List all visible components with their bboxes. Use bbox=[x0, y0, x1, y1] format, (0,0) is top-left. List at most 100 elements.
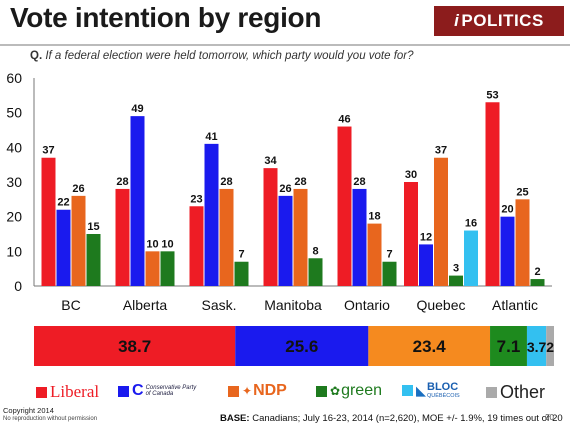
copyright-text: Copyright 2014 bbox=[3, 406, 54, 415]
bar bbox=[485, 102, 500, 286]
y-tick-label: 50 bbox=[6, 105, 22, 121]
legend-item-green: ✿ green bbox=[316, 382, 382, 400]
bar bbox=[464, 230, 478, 286]
bar bbox=[160, 251, 175, 286]
y-tick-label: 60 bbox=[6, 70, 22, 86]
bar bbox=[130, 116, 145, 286]
copyright-note: Copyright 2014 No reproduction without p… bbox=[3, 406, 97, 424]
logo-text: POLITICS bbox=[461, 11, 544, 30]
title-divider bbox=[0, 44, 570, 46]
bar-value-label: 28 bbox=[294, 176, 306, 188]
base-label: BASE: bbox=[220, 413, 250, 424]
bloc-logo-icon: ◣ bbox=[416, 382, 426, 398]
stack-segment bbox=[546, 326, 554, 366]
bar-value-label: 26 bbox=[72, 183, 84, 195]
page-number: 20 bbox=[545, 413, 554, 422]
bar-value-label: 25 bbox=[516, 186, 528, 198]
bar bbox=[71, 195, 86, 286]
legend-swatch-liberal bbox=[36, 386, 47, 398]
copyright-subtext: No reproduction without permission bbox=[3, 416, 98, 422]
bar bbox=[145, 251, 160, 286]
bar-value-label: 10 bbox=[161, 238, 173, 250]
bar-value-label: 16 bbox=[465, 218, 477, 230]
stack-segment-label: 23.4 bbox=[413, 337, 447, 356]
bar-value-label: 28 bbox=[116, 176, 128, 188]
survey-question: Q. If a federal election were held tomor… bbox=[30, 50, 414, 62]
legend-label-other: Other bbox=[500, 382, 546, 402]
bar bbox=[41, 157, 56, 286]
bar bbox=[56, 209, 71, 286]
bar-value-label: 20 bbox=[501, 204, 513, 216]
legend: Liberal C Conservative Party of Canada ✦… bbox=[0, 376, 570, 406]
logo-mark: i bbox=[454, 11, 460, 30]
bar-value-label: 37 bbox=[435, 145, 447, 157]
ipolitics-logo: i POLITICS bbox=[434, 6, 564, 36]
bar bbox=[86, 234, 101, 286]
bar-value-label: 7 bbox=[386, 249, 392, 261]
bar bbox=[515, 199, 530, 286]
bar-value-label: 37 bbox=[42, 145, 54, 157]
legend-swatch-ndp bbox=[228, 385, 239, 397]
x-category-label: BC bbox=[61, 297, 80, 313]
bar bbox=[530, 279, 545, 286]
bar-value-label: 28 bbox=[353, 176, 365, 188]
bar bbox=[434, 157, 448, 286]
bar-value-label: 18 bbox=[368, 211, 380, 223]
stack-segment bbox=[490, 326, 527, 366]
bar bbox=[234, 261, 249, 286]
bar bbox=[115, 188, 130, 286]
bar bbox=[204, 143, 219, 286]
stack-segment bbox=[235, 326, 369, 366]
legend-item-other: Other bbox=[486, 382, 545, 403]
x-category-label: Ontario bbox=[344, 297, 390, 313]
legend-swatch-bloc bbox=[402, 385, 413, 396]
stack-segment bbox=[368, 326, 491, 366]
legend-item-bloc: ◣ BLOC QUÉBÉCOIS bbox=[402, 382, 460, 399]
legend-label-green: green bbox=[341, 382, 382, 399]
legend-label-conservative: Conservative Party bbox=[145, 385, 197, 391]
legend-label-bloc-sub: QUÉBÉCOIS bbox=[427, 393, 460, 399]
bar bbox=[308, 258, 323, 286]
bar bbox=[382, 261, 397, 286]
legend-label-bloc: BLOC bbox=[427, 381, 459, 393]
bar-value-label: 8 bbox=[312, 245, 318, 257]
x-category-label: Quebec bbox=[416, 297, 465, 313]
y-tick-label: 40 bbox=[6, 139, 22, 155]
bar bbox=[337, 126, 352, 287]
bar bbox=[278, 195, 293, 286]
question-prefix: Q. bbox=[30, 50, 43, 62]
bar-value-label: 3 bbox=[453, 263, 459, 275]
bar-value-label: 12 bbox=[420, 231, 432, 243]
base-text: Canadians; July 16-23, 2014 (n=2,620), M… bbox=[252, 413, 563, 424]
x-category-label: Alberta bbox=[123, 297, 168, 313]
bar bbox=[352, 188, 367, 286]
bar bbox=[449, 275, 463, 286]
bar-value-label: 46 bbox=[338, 114, 350, 126]
stack-segment-label: 25.6 bbox=[285, 337, 318, 356]
x-category-label: Sask. bbox=[201, 297, 236, 313]
stack-segment-label: 38.7 bbox=[118, 337, 151, 356]
bar-value-label: 22 bbox=[57, 197, 69, 209]
green-flower-icon: ✿ bbox=[330, 384, 341, 398]
bar-value-label: 41 bbox=[205, 131, 217, 143]
maple-leaf-icon: ✦ bbox=[242, 384, 253, 398]
legend-label-ndp: NDP bbox=[253, 382, 287, 399]
bar bbox=[263, 168, 278, 286]
y-tick-label: 20 bbox=[6, 209, 22, 225]
national-stacked-bar: 38.7 25.6 23.4 7.1 3.7 2 bbox=[34, 326, 554, 366]
stack-segment-label: 7.1 bbox=[497, 337, 521, 356]
bar bbox=[500, 216, 515, 286]
bar-value-label: 26 bbox=[279, 183, 291, 195]
bar bbox=[219, 188, 234, 286]
bar-value-label: 15 bbox=[87, 221, 99, 233]
base-note: BASE: Canadians; July 16-23, 2014 (n=2,6… bbox=[220, 413, 563, 424]
page-title: Vote intention by region bbox=[10, 2, 322, 33]
question-text: If a federal election were held tomorrow… bbox=[45, 50, 414, 62]
legend-label-conservative-sub: of Canada bbox=[145, 391, 174, 397]
bar bbox=[404, 182, 418, 286]
bar bbox=[293, 188, 308, 286]
bar-value-label: 2 bbox=[534, 266, 540, 278]
legend-item-conservative: C Conservative Party of Canada bbox=[118, 382, 196, 400]
legend-swatch-green bbox=[316, 385, 327, 397]
